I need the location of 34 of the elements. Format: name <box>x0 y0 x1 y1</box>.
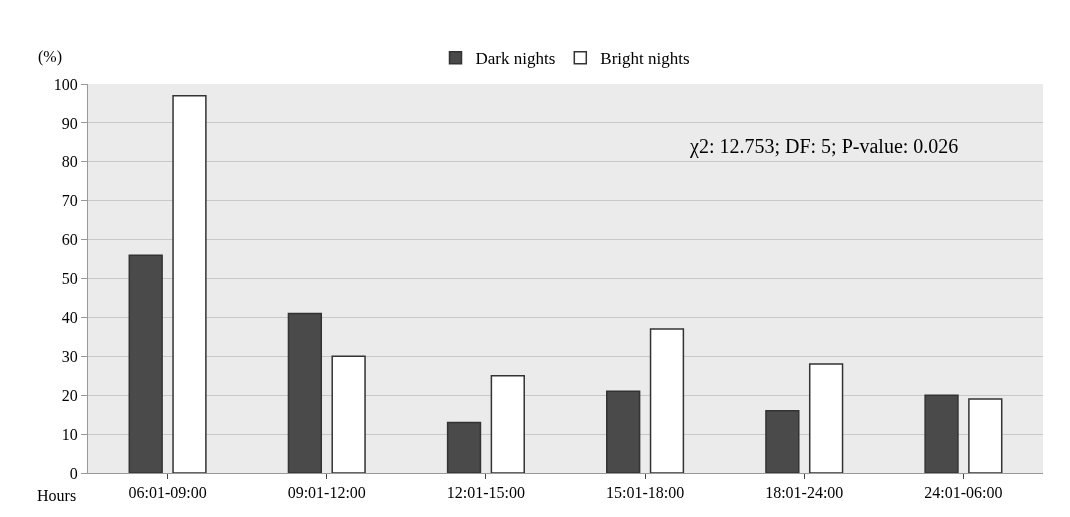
bar <box>490 375 525 473</box>
x-tick-label: 24:01-06:00 <box>924 484 1003 502</box>
bar <box>649 328 685 473</box>
y-tick-label: 0 <box>69 464 78 482</box>
bar <box>808 363 844 473</box>
legend-label: Dark nights <box>475 49 556 69</box>
x-tick-label: 18:01-24:00 <box>765 484 844 502</box>
y-axis-title: (%) <box>38 48 62 66</box>
y-tick-label: 50 <box>61 270 78 288</box>
x-axis-title: Hours <box>37 487 77 504</box>
bar <box>172 94 207 473</box>
bar <box>287 312 323 473</box>
y-tick-label: 60 <box>61 231 78 249</box>
bar <box>331 355 366 473</box>
y-tick-label: 30 <box>61 347 78 365</box>
y-tick-label: 90 <box>61 114 78 132</box>
bar <box>606 390 641 473</box>
bar <box>765 410 800 473</box>
bar <box>968 398 1003 473</box>
x-tick-label: 12:01-15:00 <box>446 484 526 502</box>
y-tick-label: 20 <box>61 386 78 404</box>
bar <box>128 254 163 473</box>
x-tick-label: 09:01-12:00 <box>287 484 366 502</box>
x-tick-label: 15:01-18:00 <box>605 484 685 502</box>
y-tick-label: 70 <box>61 192 78 210</box>
y-tick-label: 40 <box>61 309 78 326</box>
bar <box>446 421 482 473</box>
y-tick-label: 10 <box>61 425 78 443</box>
x-tick-label: 06:01-09:00 <box>128 484 207 502</box>
bar <box>924 394 959 473</box>
y-tick-label: 80 <box>61 153 78 171</box>
legend-label: Bright nights <box>600 49 690 69</box>
annotation: χ2: 12.753; DF: 5; P-value: 0.026 <box>689 135 959 158</box>
y-tick-label: 100 <box>53 75 78 93</box>
